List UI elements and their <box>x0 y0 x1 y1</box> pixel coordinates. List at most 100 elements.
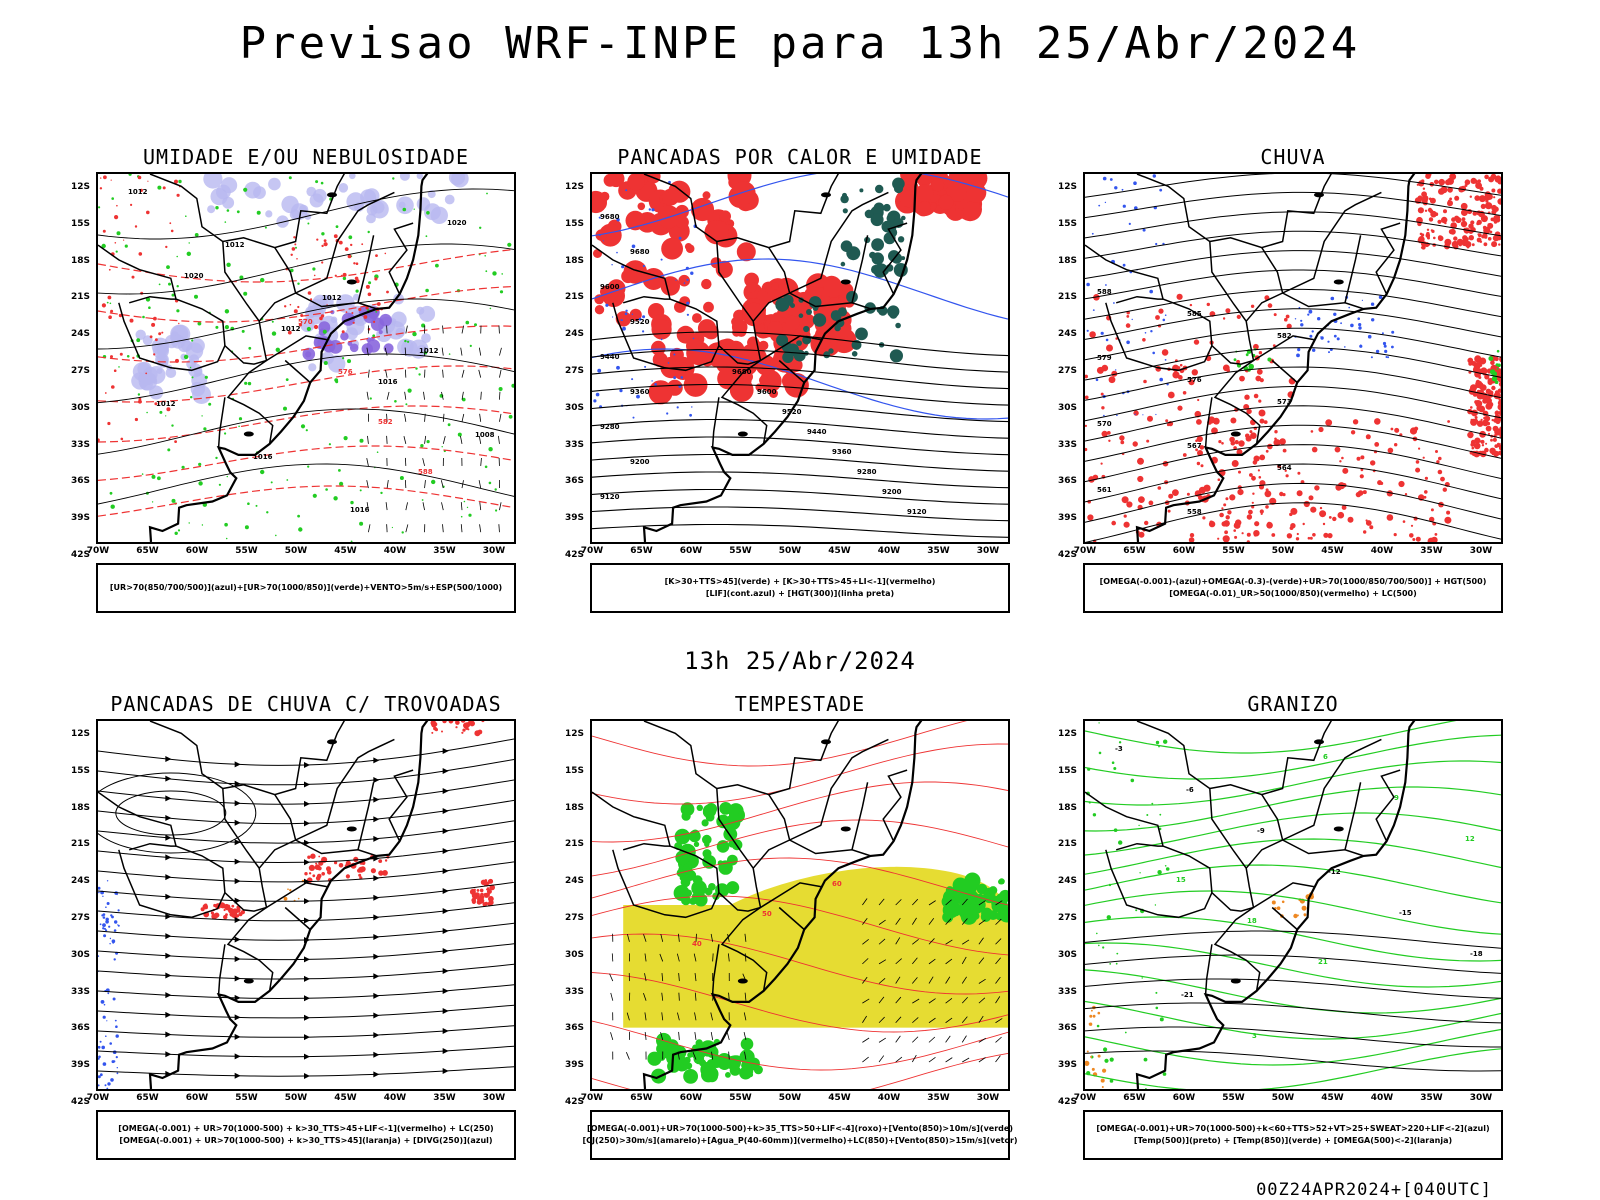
field-blob <box>374 277 378 281</box>
field-blob <box>775 297 790 312</box>
field-blob <box>1095 378 1099 382</box>
field-blob <box>1308 495 1314 501</box>
field-blob <box>412 331 417 337</box>
border-line <box>357 235 375 303</box>
field-blob <box>1271 533 1276 537</box>
map-granizo[interactable]: -3 -6 -9 -12 -15 -18 -21 3 6 9 12 15 18 21 <box>1083 719 1503 1091</box>
wind-vector <box>978 1057 986 1063</box>
map-chuva[interactable]: 588 585 582 579 576 573 570 567 564 561 558 <box>1083 172 1503 544</box>
wind-vector <box>710 1012 714 1021</box>
field-blob <box>695 1039 703 1047</box>
map-umidade[interactable]: 1012 1012 1012 1012 1012 1016 1016 1020 1020 1012… <box>96 172 516 544</box>
field-blob <box>1438 178 1445 186</box>
field-blob <box>1239 375 1245 382</box>
field-blob <box>1500 385 1501 390</box>
lake-shape <box>737 978 748 984</box>
field-blob <box>1167 391 1175 399</box>
wind-vector <box>386 480 389 489</box>
field-blob <box>98 955 100 957</box>
wind-vector <box>442 524 444 533</box>
border-line <box>295 292 377 310</box>
contour-line <box>1085 916 1501 962</box>
lat-tick-label: 24S <box>70 876 90 887</box>
field-blob <box>651 319 672 340</box>
field-blob <box>1484 174 1489 180</box>
flow-arrow <box>373 973 380 980</box>
border-line <box>720 359 768 445</box>
lat-tick-label: 27S <box>564 913 584 923</box>
wind-vector <box>461 480 464 489</box>
wind-vector <box>626 1012 630 1021</box>
map-tempestade[interactable]: 40 50 60 <box>590 719 1010 1091</box>
contour-label: 9280 <box>857 468 877 476</box>
field-blob <box>675 279 677 281</box>
lat-tick-label: 33S <box>1057 439 1077 450</box>
lat-tick-label: 21S <box>564 292 584 303</box>
wind-vector <box>945 918 952 925</box>
field-blob <box>681 811 691 821</box>
field-blob <box>296 258 298 260</box>
field-blob <box>1273 439 1281 447</box>
flow-arrow <box>165 1011 172 1018</box>
field-blob <box>1102 1068 1107 1073</box>
field-blob <box>405 403 408 406</box>
field-blob <box>828 348 834 354</box>
field-blob <box>1284 317 1288 322</box>
field-blob <box>874 263 889 278</box>
lake-shape <box>1230 978 1241 984</box>
lon-tick-label: 35W <box>1420 1093 1443 1103</box>
field-blob <box>210 911 214 915</box>
field-blob <box>689 413 692 417</box>
field-blob <box>889 310 898 319</box>
field-blob <box>1476 400 1480 404</box>
field-blob <box>110 309 114 313</box>
field-blob <box>1310 430 1314 433</box>
border-line <box>128 295 176 304</box>
field-blob <box>883 203 891 212</box>
wind-vector <box>368 369 370 378</box>
field-blob <box>321 261 324 264</box>
wind-vector <box>610 992 614 1001</box>
field-blob <box>619 389 623 393</box>
streamline <box>98 772 257 854</box>
field-blob <box>1491 376 1498 382</box>
lon-tick-label: 70W <box>86 546 110 556</box>
lat-tick-label: 42S <box>1057 550 1077 560</box>
contour-line <box>1085 838 1501 875</box>
field-blob <box>701 278 712 290</box>
map-trovoadas[interactable] <box>96 719 516 1091</box>
field-blob <box>312 874 316 878</box>
lat-tick-label: 24S <box>1057 876 1077 887</box>
longitude-axis: 70W 65W 60W 55W 50W 45W 40W 35W 30W <box>87 546 516 560</box>
contour-label: 9680 <box>600 213 620 221</box>
field-blob <box>1122 263 1126 267</box>
field-blob <box>376 451 379 454</box>
field-blob <box>1371 318 1375 322</box>
field-blob <box>191 339 194 342</box>
flow-arrow <box>442 868 449 874</box>
contour-label: 9440 <box>807 428 827 436</box>
flow-arrow <box>373 992 380 999</box>
field-blob <box>112 997 116 1001</box>
field-blob <box>1473 442 1481 450</box>
longitude-axis: 70W 65W 60W 55W 50W 45W 40W 35W 30W <box>581 546 1010 560</box>
lon-tick-label: 45W <box>334 546 357 556</box>
field-blob <box>171 498 176 503</box>
field-blob <box>732 806 741 815</box>
field-blob <box>149 385 164 400</box>
legend-line: [OMEGA(-0.001)-(azul)+OMEGA(-0.3)-(verde… <box>1099 577 1487 586</box>
field-blob <box>224 309 230 314</box>
field-blob <box>1310 506 1317 513</box>
contour-label: 588 <box>418 468 433 476</box>
field-blob <box>593 399 597 403</box>
field-blob <box>236 210 240 214</box>
panel-title: UMIDADE E/OU NEBULOSIDADE <box>142 145 470 169</box>
field-blob <box>378 870 384 876</box>
wind-vector <box>862 1056 869 1063</box>
field-blob <box>113 929 117 932</box>
field-blob <box>686 301 690 305</box>
map-pancadas-calor[interactable]: 9680 9680 9600 9520 9440 9360 9280 9200 9120 9680… <box>590 172 1010 544</box>
field-blob <box>1137 475 1144 483</box>
field-blob <box>1487 196 1491 200</box>
field-blob <box>1141 977 1143 979</box>
